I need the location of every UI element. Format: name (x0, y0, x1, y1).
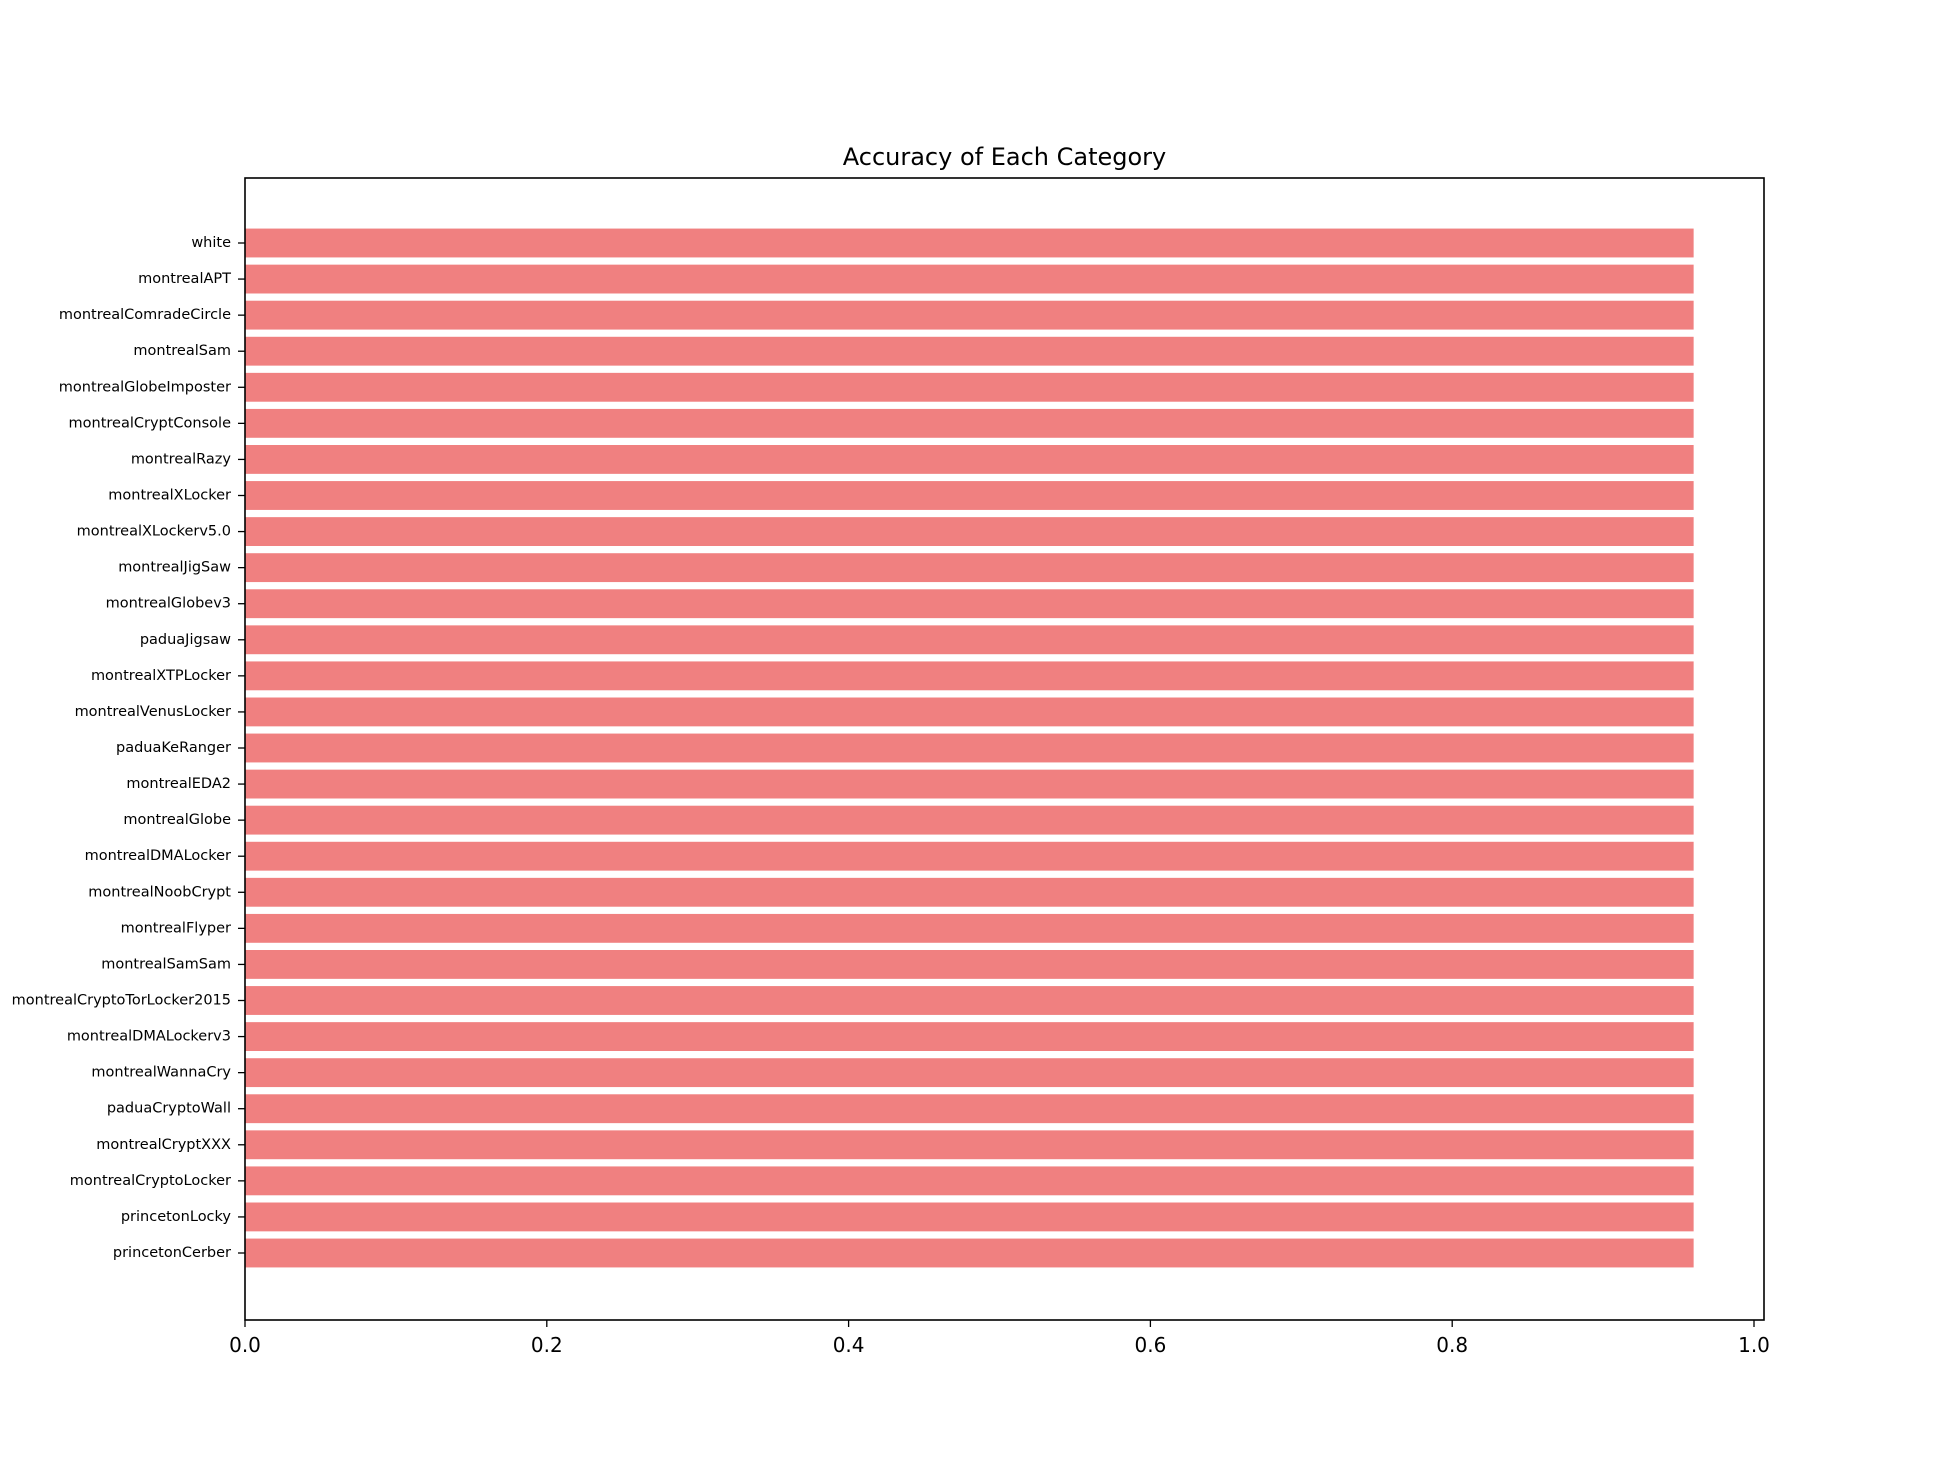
bar (245, 1202, 1694, 1232)
y-tick-label: montrealGlobev3 (106, 596, 231, 612)
bar (245, 1094, 1694, 1124)
bar (245, 336, 1694, 366)
y-tick-label: montrealDMALockerv3 (67, 1029, 231, 1045)
y-tick-label: paduaKeRanger (116, 740, 231, 756)
bar (245, 228, 1694, 258)
bar (245, 841, 1694, 871)
y-tick-label: montrealCryptoLocker (70, 1173, 231, 1189)
x-tick-label: 0.0 (229, 1333, 261, 1357)
bar (245, 625, 1694, 655)
bar (245, 733, 1694, 763)
y-tick-label: montrealSamSam (101, 956, 231, 972)
y-tick-label: montrealXLocker (108, 488, 231, 504)
bar (245, 408, 1694, 438)
y-tick-label: montrealXLockerv5.0 (77, 524, 231, 540)
y-tick-label: montrealJigSaw (118, 560, 231, 576)
bar (245, 445, 1694, 474)
bar (245, 986, 1694, 1015)
bar (245, 697, 1694, 727)
bar (245, 913, 1694, 943)
bar (245, 661, 1694, 691)
bar (245, 1238, 1694, 1268)
bar (245, 950, 1694, 979)
y-tick-label: montrealDMALocker (85, 848, 231, 864)
x-tick-label: 0.8 (1436, 1333, 1468, 1357)
bar (245, 372, 1694, 402)
y-tick-label: montrealCryptConsole (69, 415, 232, 431)
bar (245, 769, 1694, 799)
y-tick-label: montrealXTPLocker (91, 668, 231, 684)
y-tick-label: montrealAPT (138, 271, 231, 287)
bar (245, 1058, 1694, 1088)
bar (245, 264, 1694, 294)
y-tick-label: montrealComradeCircle (59, 307, 231, 323)
bar (245, 805, 1694, 835)
bar (245, 481, 1694, 510)
x-tick-label: 0.2 (531, 1333, 563, 1357)
bars-layer (245, 228, 1694, 1268)
y-tick-label: montrealSam (133, 343, 231, 359)
y-tick-label: montrealWannaCry (91, 1065, 231, 1081)
y-axis: white montrealAPT montrealComradeCircle mon… (12, 235, 245, 1261)
y-tick-label: montrealEDA2 (126, 776, 231, 792)
y-tick-label: montrealNoobCrypt (88, 884, 231, 900)
y-tick-label: montrealVenusLocker (75, 704, 231, 720)
y-tick-label: princetonLocky (121, 1209, 232, 1225)
bar (245, 517, 1694, 546)
y-tick-label: montrealGlobe (123, 812, 231, 828)
bar (245, 553, 1694, 583)
x-axis: 0.0 0.2 0.4 0.6 0.8 1.0 (229, 1320, 1770, 1357)
y-tick-label: montrealFlyper (121, 920, 231, 936)
bar (245, 1130, 1694, 1160)
y-tick-label: paduaCryptoWall (107, 1101, 231, 1117)
bar (245, 877, 1694, 907)
y-tick-label: montrealCryptXXX (96, 1137, 231, 1153)
y-tick-label: montrealRazy (131, 451, 232, 467)
bar (245, 589, 1694, 619)
y-tick-label: montrealGlobeImposter (59, 379, 231, 395)
y-tick-label: montrealCryptoTorLocker2015 (12, 993, 231, 1009)
x-tick-label: 0.4 (833, 1333, 865, 1357)
x-tick-label: 0.6 (1134, 1333, 1166, 1357)
y-tick-label: paduaJigsaw (140, 632, 231, 648)
bar (245, 1166, 1694, 1196)
y-tick-label: princetonCerber (113, 1245, 231, 1261)
bar (245, 1022, 1694, 1051)
plot-frame (244, 177, 1765, 1321)
bar (245, 300, 1694, 330)
y-tick-label: white (191, 235, 231, 251)
x-tick-label: 1.0 (1738, 1333, 1770, 1357)
chart-title: Accuracy of Each Category (843, 143, 1167, 171)
